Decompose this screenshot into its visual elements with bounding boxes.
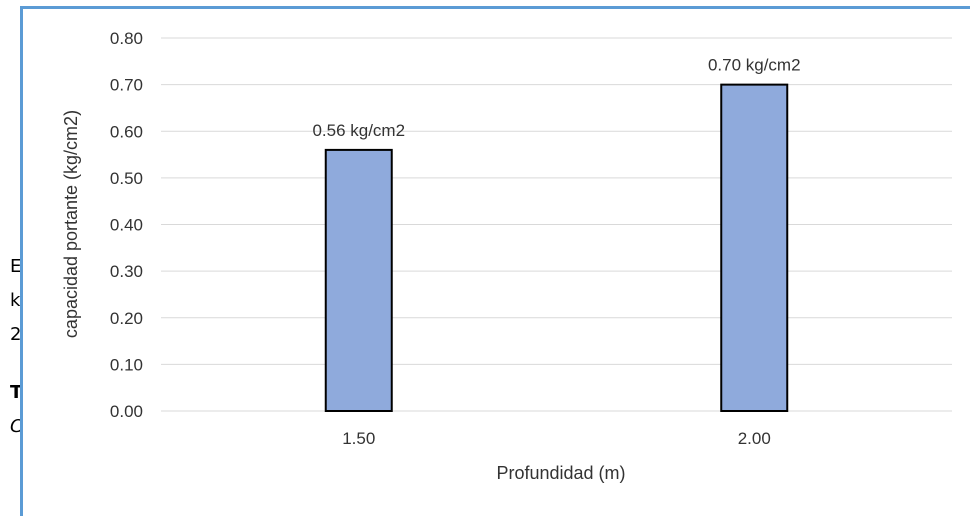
data-label: 0.56 kg/cm2 <box>312 121 405 140</box>
y-tick-label: 0.70 <box>110 76 143 95</box>
doc-bold-line: T <box>10 382 23 403</box>
y-tick-label: 0.40 <box>110 216 143 235</box>
data-label: 0.70 kg/cm2 <box>708 56 801 75</box>
x-tick-label: 2.00 <box>738 429 771 448</box>
bar <box>324 148 393 412</box>
data-labels: 0.56 kg/cm2 0.70 kg/cm2 <box>312 56 800 140</box>
y-tick-label: 0.20 <box>110 309 143 328</box>
gridlines <box>161 37 952 412</box>
x-tick-labels: 1.50 2.00 <box>342 429 771 448</box>
doc-line-3: 2 <box>10 324 22 345</box>
doc-line-1: E <box>10 256 22 277</box>
bars <box>324 83 789 412</box>
y-tick-label: 0.10 <box>110 355 143 374</box>
y-tick-label: 0.00 <box>110 402 143 421</box>
doc-italic-line: C <box>10 416 23 437</box>
y-tick-labels: 0.00 0.10 0.20 0.30 0.40 0.50 0.60 0.70 0.80 <box>110 29 143 421</box>
y-tick-label: 0.80 <box>110 29 143 48</box>
x-axis-title: Profundidad (m) <box>496 463 625 483</box>
bar <box>720 83 789 412</box>
y-axis-title: capacidad portante (kg/cm2) <box>61 110 81 338</box>
y-tick-label: 0.50 <box>110 169 143 188</box>
x-tick-label: 1.50 <box>342 429 375 448</box>
y-tick-label: 0.60 <box>110 122 143 141</box>
y-tick-label: 0.30 <box>110 262 143 281</box>
chart-container <box>20 6 970 516</box>
